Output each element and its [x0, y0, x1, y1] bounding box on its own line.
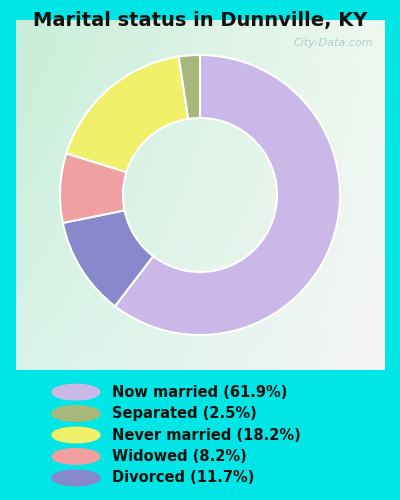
- Text: Separated (2.5%): Separated (2.5%): [112, 406, 257, 421]
- Circle shape: [52, 427, 100, 443]
- Circle shape: [52, 448, 100, 464]
- Circle shape: [52, 470, 100, 486]
- Text: Divorced (11.7%): Divorced (11.7%): [112, 470, 254, 486]
- Text: Widowed (8.2%): Widowed (8.2%): [112, 449, 247, 464]
- Text: City-Data.com: City-Data.com: [294, 38, 373, 48]
- Wedge shape: [66, 56, 188, 172]
- Wedge shape: [63, 210, 153, 306]
- Wedge shape: [60, 154, 126, 223]
- Circle shape: [52, 384, 100, 400]
- Circle shape: [52, 406, 100, 421]
- Text: Now married (61.9%): Now married (61.9%): [112, 384, 287, 400]
- Wedge shape: [115, 55, 340, 335]
- Text: Never married (18.2%): Never married (18.2%): [112, 428, 301, 442]
- Wedge shape: [179, 55, 200, 119]
- Text: Marital status in Dunnville, KY: Marital status in Dunnville, KY: [33, 11, 367, 30]
